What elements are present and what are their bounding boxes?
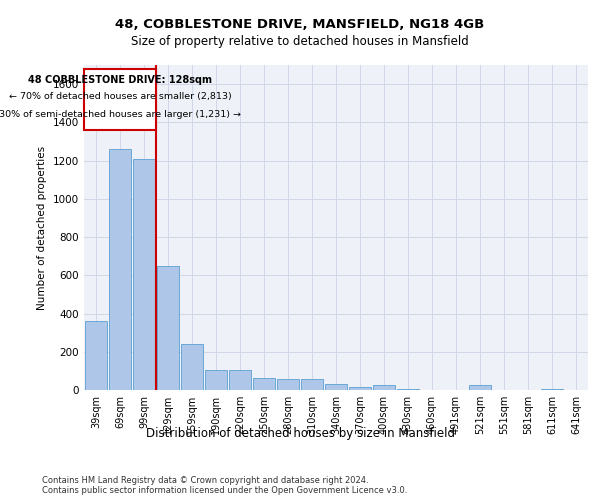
- Text: Size of property relative to detached houses in Mansfield: Size of property relative to detached ho…: [131, 35, 469, 48]
- Text: ← 70% of detached houses are smaller (2,813): ← 70% of detached houses are smaller (2,…: [8, 92, 232, 101]
- Bar: [253, 378, 275, 390]
- Bar: [325, 384, 347, 390]
- Bar: [205, 370, 227, 390]
- Text: Contains public sector information licensed under the Open Government Licence v3: Contains public sector information licen…: [42, 486, 407, 495]
- Bar: [109, 149, 131, 390]
- Text: Contains HM Land Registry data © Crown copyright and database right 2024.: Contains HM Land Registry data © Crown c…: [42, 476, 368, 485]
- Bar: [277, 378, 299, 390]
- Bar: [85, 321, 107, 390]
- Bar: [373, 385, 395, 390]
- Bar: [469, 385, 491, 390]
- FancyBboxPatch shape: [85, 69, 155, 130]
- Bar: [157, 266, 179, 390]
- Y-axis label: Number of detached properties: Number of detached properties: [37, 146, 47, 310]
- Text: 48 COBBLESTONE DRIVE: 128sqm: 48 COBBLESTONE DRIVE: 128sqm: [28, 74, 212, 85]
- Bar: [229, 370, 251, 390]
- Text: 48, COBBLESTONE DRIVE, MANSFIELD, NG18 4GB: 48, COBBLESTONE DRIVE, MANSFIELD, NG18 4…: [115, 18, 485, 30]
- Text: Distribution of detached houses by size in Mansfield: Distribution of detached houses by size …: [146, 428, 455, 440]
- Bar: [133, 158, 155, 390]
- Bar: [397, 389, 419, 390]
- Bar: [541, 389, 563, 390]
- Bar: [349, 387, 371, 390]
- Text: 30% of semi-detached houses are larger (1,231) →: 30% of semi-detached houses are larger (…: [0, 110, 241, 118]
- Bar: [301, 380, 323, 390]
- Bar: [181, 344, 203, 390]
